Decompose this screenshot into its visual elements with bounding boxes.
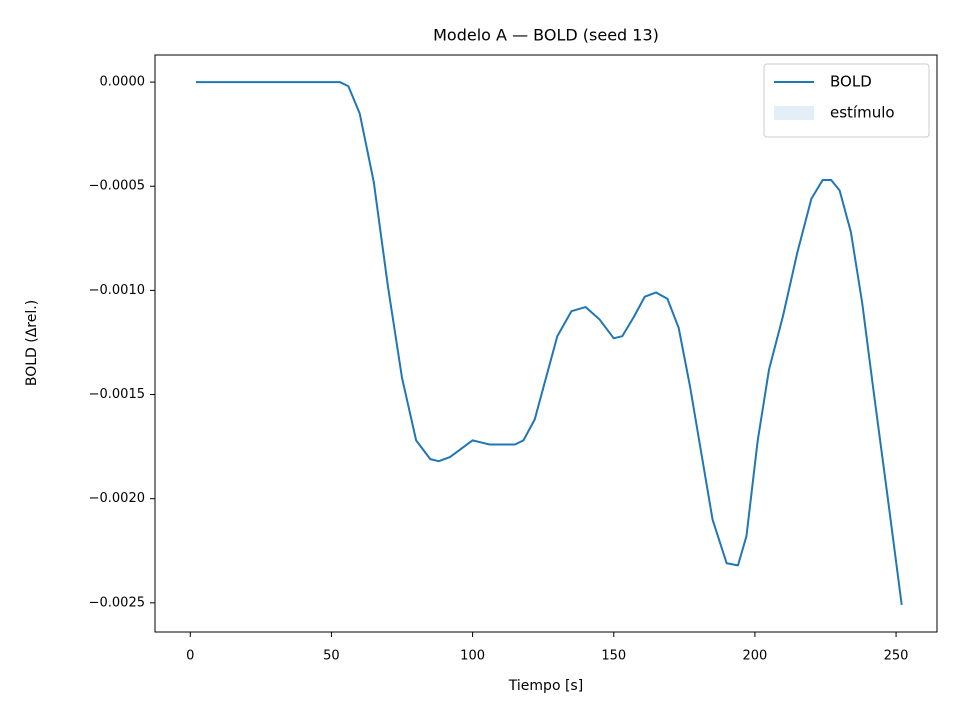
x-tick-label: 200	[742, 649, 767, 664]
y-tick-label: −0.0005	[89, 179, 145, 194]
y-tick-label: 0.0000	[100, 75, 146, 90]
legend-label: BOLD	[830, 73, 872, 91]
y-tick-label: −0.0015	[89, 387, 145, 402]
legend-swatch	[774, 106, 814, 120]
x-tick-label: 50	[323, 649, 340, 664]
x-tick-label: 250	[884, 649, 909, 664]
x-tick-label: 0	[186, 649, 194, 664]
legend-label: estímulo	[830, 104, 895, 122]
x-tick-label: 100	[460, 649, 485, 664]
x-tick-label: 150	[601, 649, 626, 664]
chart-title: Modelo A — BOLD (seed 13)	[433, 26, 659, 45]
y-tick-label: −0.0010	[89, 283, 145, 298]
x-axis-label: Tiempo [s]	[508, 678, 583, 694]
y-axis-label: BOLD (Δrel.)	[24, 300, 40, 386]
y-tick-label: −0.0020	[89, 491, 145, 506]
plot-frame	[154, 54, 938, 633]
y-tick-label: −0.0025	[89, 595, 145, 610]
line	[195, 81, 903, 606]
